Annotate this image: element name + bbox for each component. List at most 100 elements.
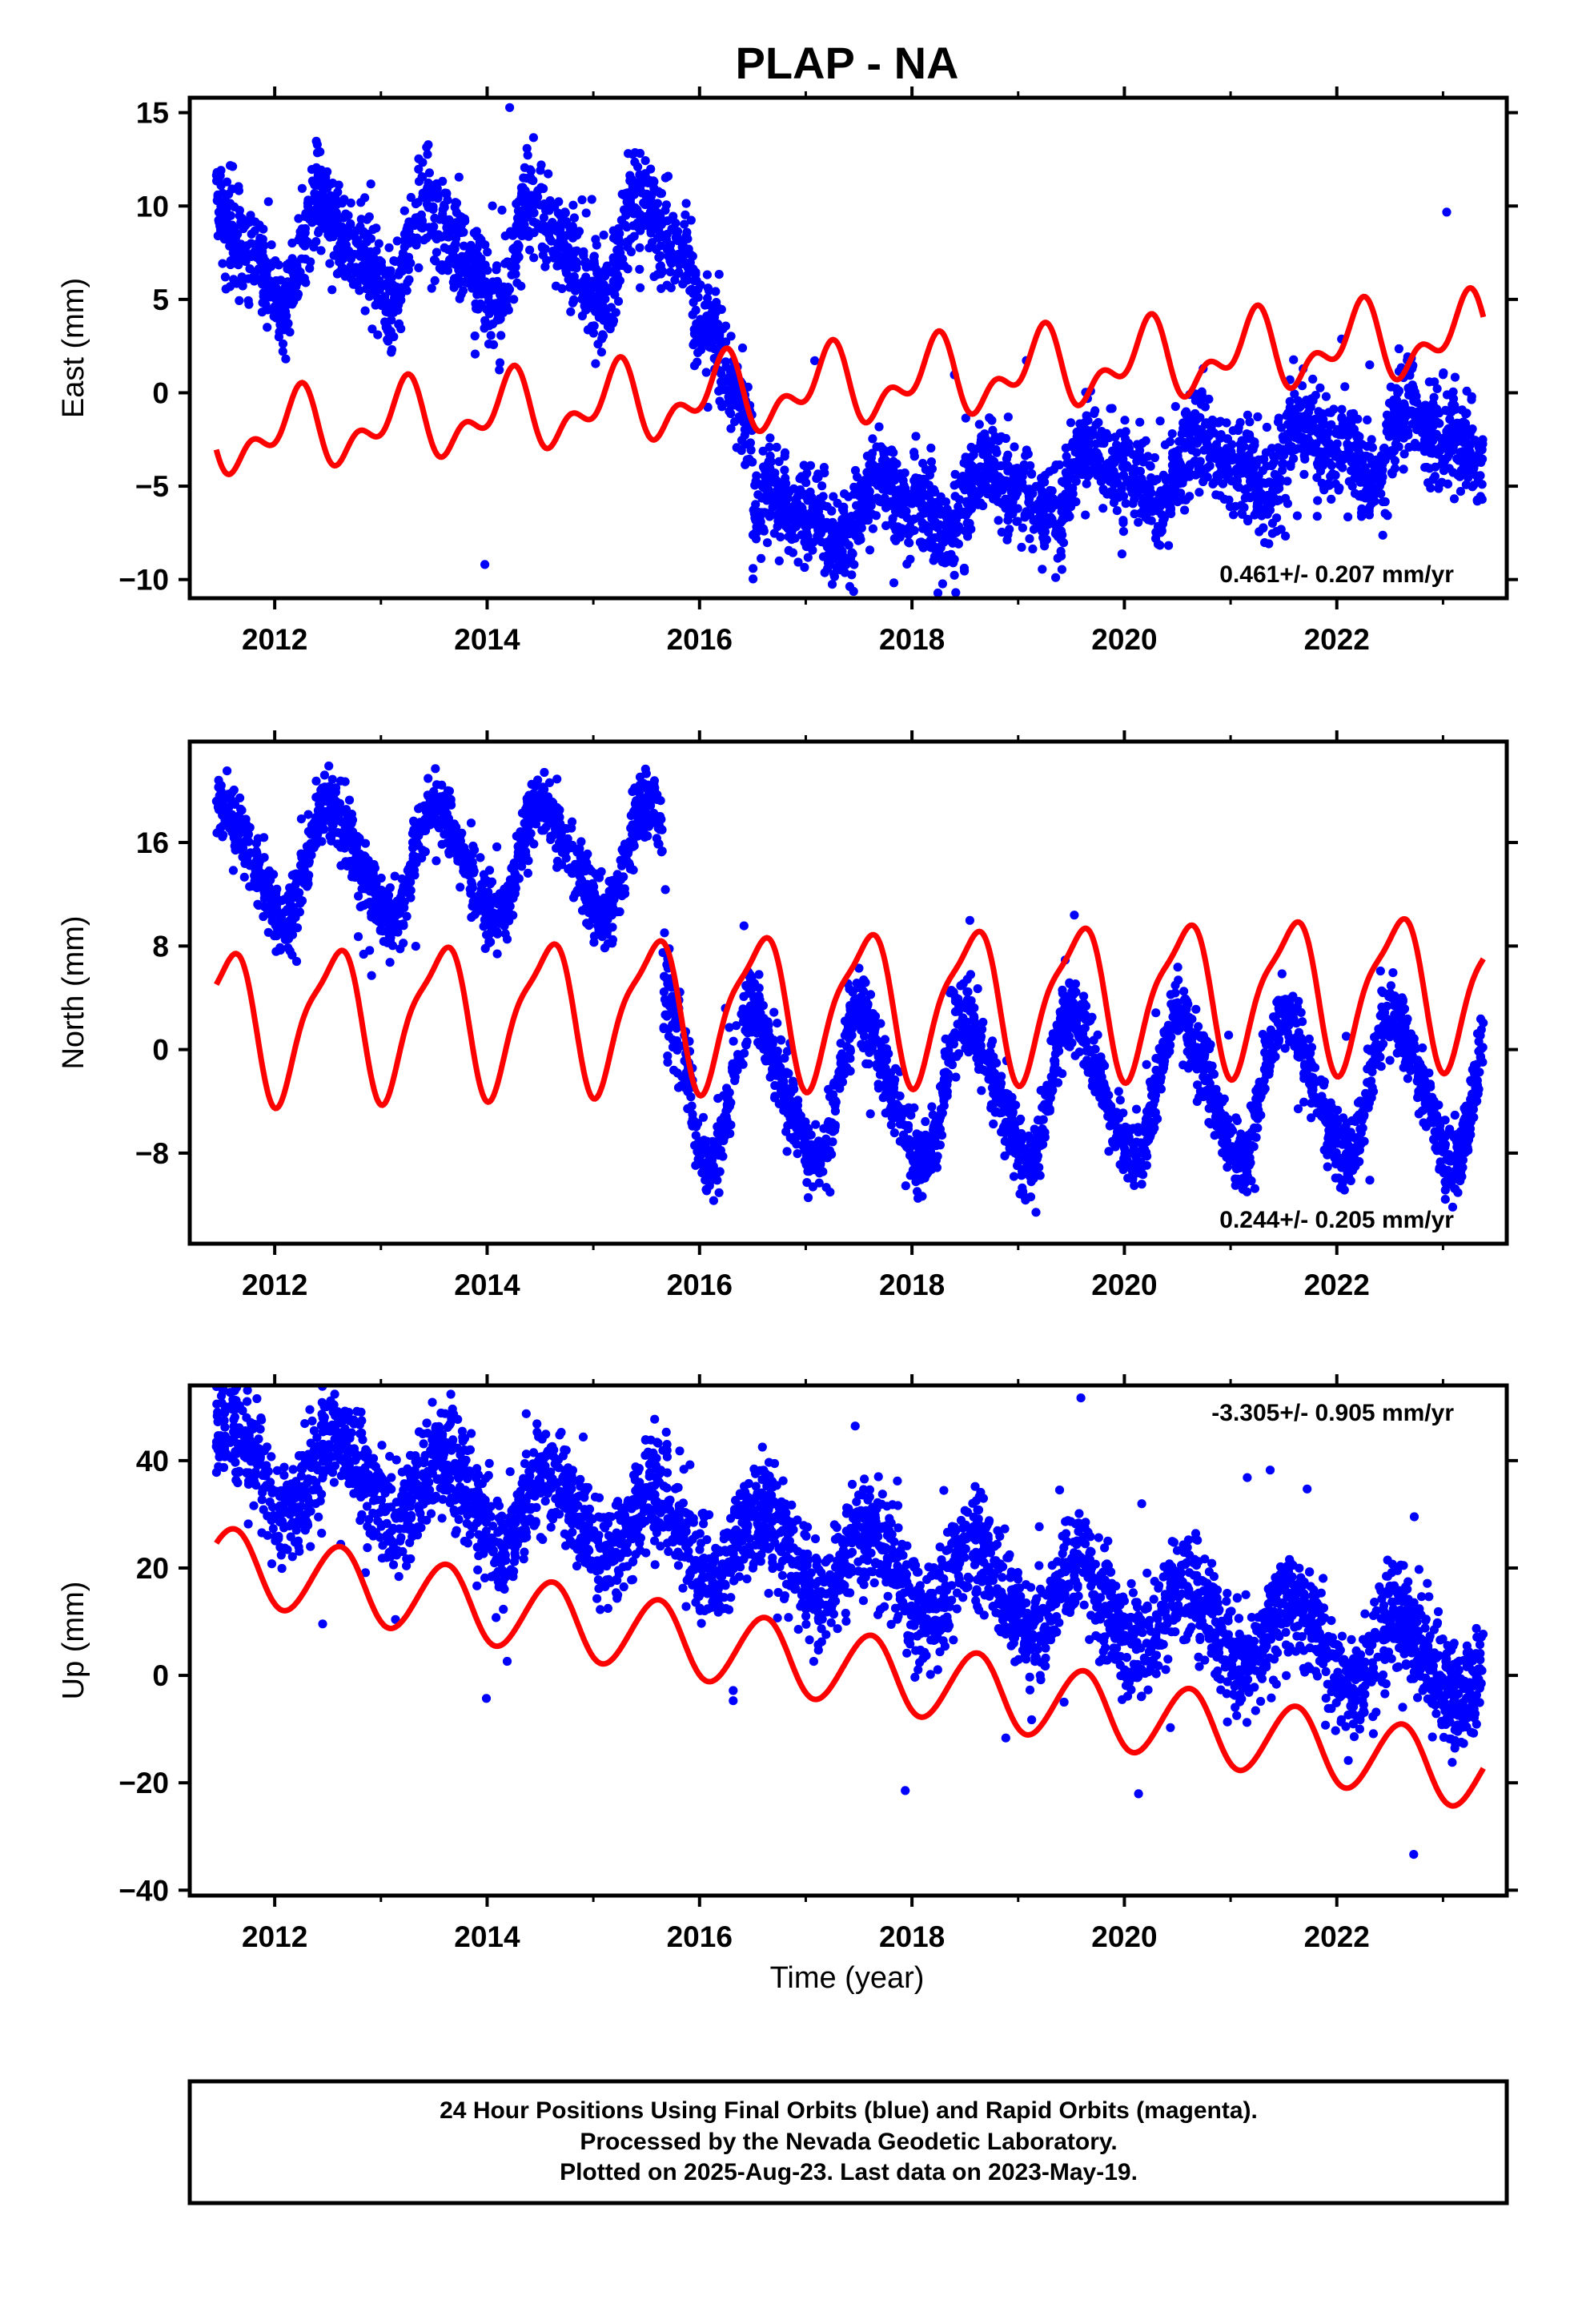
east-data-point (1135, 445, 1145, 456)
east-y-tick-label: −5 (135, 470, 169, 503)
east-data-point (227, 184, 237, 194)
east-data-point (1299, 445, 1308, 455)
east-data-point (1242, 434, 1251, 444)
east-data-point (675, 260, 685, 270)
east-data-point (1315, 425, 1325, 436)
east-data-point (519, 205, 529, 215)
east-data-point (377, 301, 387, 311)
north-data-point (540, 767, 549, 778)
east-data-point (484, 321, 494, 331)
east-data-point (827, 555, 837, 565)
east-data-point (1264, 539, 1274, 549)
east-data-point (476, 272, 485, 282)
north-data-point (640, 764, 650, 774)
east-data-point (1419, 401, 1429, 411)
east-data-point (1450, 372, 1460, 382)
east-data-point (312, 139, 322, 150)
east-data-point (331, 208, 341, 218)
east-data-point (333, 247, 343, 256)
east-data-point (220, 272, 230, 282)
east-data-point (1051, 573, 1061, 582)
east-data-point (801, 531, 810, 541)
east-data-point (705, 312, 714, 322)
east-data-point (348, 279, 358, 289)
east-data-point (430, 213, 440, 223)
east-data-point (721, 321, 731, 331)
east-data-point (600, 294, 610, 304)
east-data-point (1082, 411, 1091, 420)
east-data-point (717, 304, 726, 314)
east-data-point (827, 506, 837, 516)
east-data-point (430, 275, 440, 285)
east-data-point (1022, 445, 1031, 455)
east-data-point (703, 293, 713, 303)
east-data-point (829, 536, 838, 545)
east-data-point (946, 535, 955, 545)
east-data-point (424, 203, 433, 212)
east-data-point (323, 230, 333, 239)
east-data-point (476, 289, 487, 299)
east-data-point (1155, 416, 1165, 426)
east-data-point (474, 254, 484, 263)
east-data-point (1315, 383, 1325, 392)
east-data-point (1244, 470, 1254, 480)
east-data-point (1332, 439, 1342, 448)
east-data-point (368, 262, 378, 271)
east-data-point (1097, 476, 1106, 486)
east-data-point (554, 259, 564, 269)
east-data-point (523, 151, 532, 160)
east-data-point (1308, 396, 1318, 405)
north-data-point (420, 801, 429, 810)
east-data-point (387, 348, 396, 357)
east-data-point (486, 301, 496, 311)
east-data-point (1130, 486, 1139, 497)
east-data-point (1287, 442, 1297, 452)
east-data-point (440, 243, 449, 252)
east-data-point (424, 223, 434, 232)
east-data-point (1447, 436, 1456, 446)
east-data-point (781, 490, 790, 500)
east-data-point (384, 243, 394, 252)
east-data-point (411, 199, 421, 209)
east-data-point (972, 498, 982, 508)
east-data-point (1118, 527, 1128, 537)
east-data-point (1026, 460, 1035, 471)
east-data-point (1367, 499, 1376, 509)
east-data-point (416, 223, 426, 232)
east-data-point (536, 166, 545, 175)
east-data-point (1285, 396, 1295, 406)
east-data-point (1195, 460, 1204, 471)
east-data-point (678, 279, 688, 289)
east-data-point (1140, 479, 1150, 489)
east-data-point (1399, 400, 1409, 410)
east-data-point (1001, 433, 1010, 444)
east-data-point (1432, 384, 1442, 393)
east-data-point (1074, 447, 1083, 456)
east-data-point (625, 171, 635, 180)
north-data-point (311, 776, 321, 786)
east-data-point (337, 235, 347, 244)
east-data-point (633, 223, 643, 232)
east-data-point (1087, 465, 1097, 475)
east-data-point (591, 292, 601, 302)
east-data-point (432, 247, 442, 257)
east-data-point (1376, 452, 1386, 462)
east-data-point (273, 296, 283, 306)
east-data-point (598, 330, 608, 340)
east-data-point (1047, 486, 1057, 496)
east-data-point (889, 521, 899, 532)
east-data-point (901, 506, 911, 516)
east-data-point (1167, 472, 1177, 482)
east-data-point (360, 267, 370, 276)
east-data-point (286, 279, 296, 288)
north-data-point (353, 932, 363, 942)
east-data-point (773, 516, 783, 526)
east-data-point (918, 459, 928, 468)
east-data-point (1009, 474, 1018, 484)
north-data-point (564, 864, 573, 874)
east-data-point (1098, 485, 1108, 494)
east-data-point (1283, 408, 1293, 418)
east-data-point (751, 534, 761, 544)
east-data-point (1439, 368, 1448, 378)
east-data-point (950, 469, 960, 479)
